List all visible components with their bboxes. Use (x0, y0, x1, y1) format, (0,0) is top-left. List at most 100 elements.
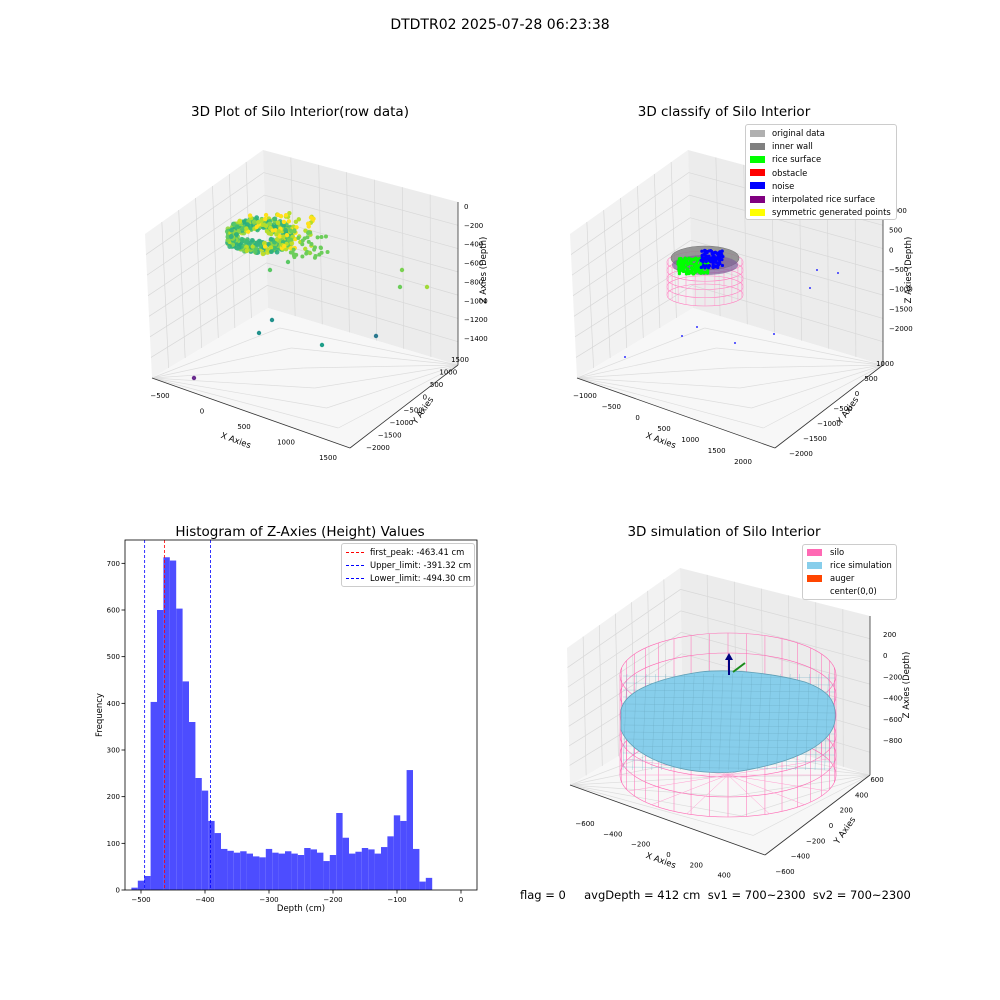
tick-label: 1000 (681, 436, 699, 444)
rice-mesh-line (786, 673, 791, 771)
grid-line (576, 347, 717, 379)
raw-point (306, 231, 311, 236)
grid-line (741, 774, 871, 817)
tick-label: −1500 (889, 305, 913, 313)
histogram-bar (368, 849, 375, 890)
histogram-bar (304, 848, 311, 890)
raw-point (275, 220, 281, 226)
rice-surface-point (693, 270, 697, 274)
legend-swatch (807, 588, 822, 595)
raw-point (287, 210, 292, 216)
histogram-bar (349, 853, 356, 890)
auger-arrow-head (725, 653, 733, 660)
raw-point (245, 222, 250, 228)
histogram-bar (355, 851, 362, 890)
raw-point (260, 251, 266, 257)
noise-point (707, 258, 711, 263)
noise-point (699, 258, 703, 263)
raw-point (239, 236, 245, 242)
rice-mesh-line (622, 724, 836, 728)
noise-point (720, 263, 725, 268)
raw-point (289, 229, 294, 234)
histogram-bar (381, 847, 388, 890)
grid-line (573, 239, 884, 317)
raw-point (269, 249, 274, 255)
grid-line (598, 625, 603, 766)
axis-line (151, 377, 351, 449)
raw-point (262, 244, 268, 249)
noise-point (703, 256, 707, 260)
silo-floor-spoke (686, 774, 729, 814)
y-tick-label: 600 (107, 607, 120, 615)
classify-legend-item: symmetric generated points (750, 206, 891, 218)
grid-line (338, 364, 459, 429)
raw-point (227, 244, 233, 249)
grid-line (569, 776, 719, 786)
x-tick-label: −300 (259, 896, 278, 904)
histogram-bar (131, 887, 138, 890)
grid-line (569, 784, 730, 797)
noise-point (709, 248, 713, 253)
histogram-threshold-lines (144, 540, 211, 890)
grid-line (854, 194, 857, 357)
noise-point (703, 251, 707, 255)
silo-floor-spoke (727, 774, 828, 792)
histogram-bar (387, 836, 394, 890)
noise-outlier-point (809, 287, 811, 289)
legend-swatch (750, 182, 765, 190)
raw-point (294, 225, 299, 230)
tick-label: −500 (889, 266, 908, 274)
grid-line (715, 157, 721, 317)
grid-line (620, 197, 628, 349)
legend-label: noise (772, 180, 795, 191)
raw-outlier-point (397, 284, 403, 290)
grid-line (572, 217, 884, 297)
x-tick-label: −400 (195, 896, 214, 904)
histogram-bar (246, 853, 253, 890)
raw-point (237, 219, 243, 224)
raw-point (283, 227, 288, 233)
tick-label: 500 (237, 423, 250, 431)
rice-surface-point (689, 266, 694, 270)
rice-mesh-line (651, 673, 656, 771)
grid-line (291, 347, 459, 366)
grid-line (374, 179, 377, 341)
raw-point (300, 242, 305, 247)
grid-line (228, 173, 236, 329)
noise-point (714, 258, 718, 262)
raw-point (308, 215, 314, 220)
tick-label: −400 (791, 853, 810, 861)
histogram-bar (233, 852, 241, 890)
raw-point (252, 249, 258, 255)
raw-point (277, 234, 283, 239)
rice-mesh-line (795, 673, 800, 771)
tick-label: 0 (855, 390, 859, 398)
histogram-bar (208, 820, 215, 890)
tick-label: 0 (829, 822, 833, 830)
grid-line (615, 613, 619, 757)
raw-point (240, 226, 246, 232)
tick-label: 200 (883, 631, 896, 639)
histogram-bar (297, 855, 305, 890)
grid-line (751, 364, 884, 409)
rice-mesh-line (680, 673, 685, 771)
grid-line (763, 364, 884, 429)
histogram-bar (413, 848, 420, 890)
grid-line (161, 221, 169, 369)
classify-legend-item: interpolated rice surface (750, 193, 875, 205)
legend-swatch (750, 142, 765, 150)
histogram-bar (163, 557, 170, 890)
rice-mesh-line (757, 673, 762, 771)
histogram-x-label: Depth (cm) (277, 904, 325, 914)
tick-label: 2000 (734, 458, 752, 466)
raw-point (304, 251, 309, 256)
tick-label: 500 (657, 425, 670, 433)
tick-label: −500 (404, 406, 423, 414)
silo-floor-spoke (628, 774, 729, 792)
tick-label: 1500 (319, 454, 337, 462)
tick-label: −400 (464, 241, 483, 249)
grid-line (653, 173, 661, 329)
simulation-legend-item: center(0,0) (807, 585, 877, 597)
raw-point (262, 216, 268, 222)
noise-point (712, 257, 716, 261)
